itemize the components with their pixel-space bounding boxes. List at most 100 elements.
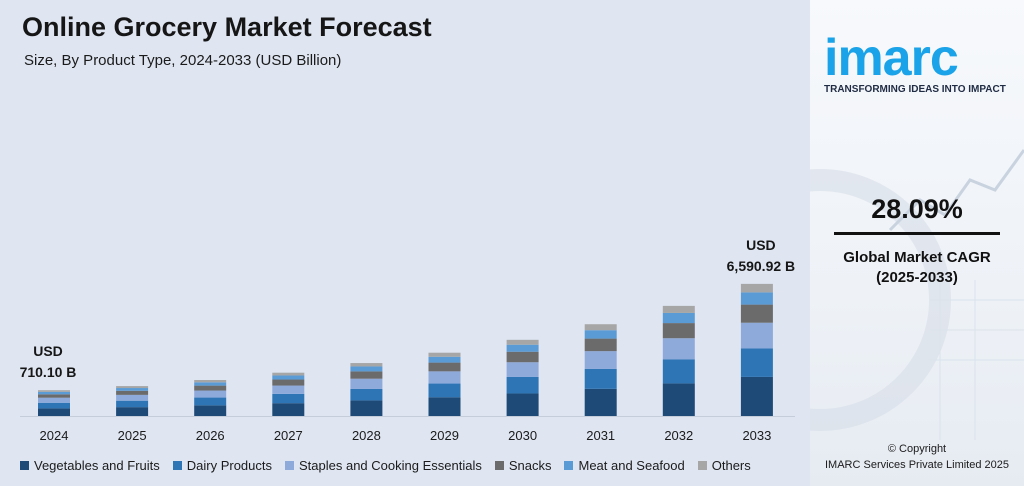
bar-segment	[740, 322, 773, 349]
bar-segment	[116, 390, 149, 395]
copyright-line2: IMARC Services Private Limited 2025	[824, 459, 1009, 471]
bar-segment	[584, 351, 617, 369]
imarc-logo: imarc TRANSFORMING IDEAS INTO IMPACT	[824, 29, 1014, 95]
cagr-value: 28.09%	[871, 194, 963, 224]
bar-segment	[38, 394, 70, 398]
legend-item: Others	[697, 458, 751, 473]
bar-segment	[740, 304, 773, 323]
x-tick-label: 2032	[664, 428, 693, 443]
bar-segment	[506, 339, 539, 345]
bar-segment	[272, 375, 305, 380]
background-graph-decoration	[810, 149, 1024, 440]
bar-segment	[272, 403, 305, 416]
bar-segment	[740, 292, 773, 305]
stacked-bar-chart: 2024 2025 2026 2027 2028 2029 2030 2031 2032 2033…	[20, 237, 796, 443]
bar-segment	[272, 379, 305, 386]
bar-segment	[428, 397, 461, 416]
legend-swatch	[172, 461, 182, 470]
bar-segment	[272, 372, 305, 376]
brand-panel: imarc TRANSFORMING IDEAS INTO IMPACT 28.…	[810, 0, 1024, 486]
bar-segment	[116, 388, 149, 391]
total-value-label: 6,590.92 B	[727, 258, 796, 274]
legend-item: Dairy Products	[172, 458, 272, 473]
bar-segment	[428, 383, 461, 398]
bar-segment	[428, 356, 461, 363]
bar-segment	[740, 376, 773, 416]
bar-segment	[584, 338, 617, 352]
bar-segment	[350, 400, 383, 416]
bar-segment	[662, 383, 695, 416]
logo-tagline: TRANSFORMING IDEAS INTO IMPACT	[824, 84, 1006, 95]
bar-segment	[116, 386, 149, 389]
bar-segment	[506, 393, 539, 416]
legend-item: Meat and Seafood	[564, 458, 685, 473]
bar-segment	[194, 390, 227, 398]
bar-segment	[194, 382, 227, 386]
bar-segment	[350, 378, 383, 389]
bar-segment	[506, 362, 539, 377]
bar-segment	[350, 363, 383, 367]
bar-segment	[194, 385, 227, 391]
x-tick-label: 2025	[118, 428, 147, 443]
bar-segment	[662, 323, 695, 339]
bar-segment	[428, 352, 461, 357]
x-tick-label: 2027	[274, 428, 303, 443]
bar-segment	[584, 368, 617, 389]
copyright-line1: © Copyright	[887, 443, 947, 455]
bar-segment	[350, 388, 383, 401]
bar-segment	[38, 390, 70, 392]
bar-segment	[272, 385, 305, 394]
bar-segment	[38, 402, 70, 409]
chart-panel: Online Grocery Market Forecast Size, By …	[0, 0, 810, 486]
cagr-label: Global Market CAGR (2025-2033)	[810, 248, 1024, 288]
chart-subtitle: Size, By Product Type, 2024-2033 (USD Bi…	[24, 52, 342, 69]
legend-label: Snacks	[508, 458, 552, 473]
x-tick-label: 2024	[40, 428, 69, 443]
total-value-label: 710.10 B	[20, 364, 77, 380]
legend-label: Staples and Cooking Essentials	[299, 458, 482, 473]
x-tick-label: 2028	[352, 428, 381, 443]
bar-segment	[38, 391, 70, 395]
logo-wordmark: imarc	[824, 29, 959, 87]
bar-segment	[584, 330, 617, 339]
cagr-label-line2: (2025-2033)	[876, 269, 958, 286]
legend-swatch	[697, 461, 707, 470]
bar-segment	[506, 344, 539, 352]
bar-segment	[116, 394, 149, 401]
legend-swatch	[494, 461, 504, 470]
legend-swatch	[20, 461, 29, 470]
legend-label: Vegetables and Fruits	[34, 458, 160, 473]
bar-segment	[350, 371, 383, 379]
bar-segment	[38, 408, 70, 416]
bar-segment	[662, 312, 695, 324]
legend-item: Staples and Cooking Essentials	[285, 458, 482, 473]
cagr-label-line1: Global Market CAGR	[843, 249, 991, 266]
bar-segment	[428, 362, 461, 372]
legend-label: Meat and Seafood	[578, 458, 685, 473]
bar-segment	[662, 305, 695, 313]
bar-segment	[506, 351, 539, 363]
bar-segment	[194, 405, 227, 416]
bar-segment	[584, 388, 617, 416]
bar-segment	[194, 397, 227, 406]
x-tick-label: 2031	[586, 428, 615, 443]
bar-segment	[740, 283, 773, 293]
chart-title: Online Grocery Market Forecast	[22, 12, 432, 42]
bar-segment	[116, 400, 149, 408]
legend-label: Others	[711, 458, 751, 473]
bar-segment	[350, 366, 383, 372]
bar-segment	[428, 371, 461, 384]
bar-segment	[194, 379, 227, 383]
legend-swatch	[285, 461, 294, 470]
legend-swatch	[564, 461, 574, 470]
total-value-label: USD	[746, 237, 776, 253]
cagr-divider	[834, 232, 1000, 235]
bar-segment	[506, 376, 539, 394]
legend-label: Dairy Products	[186, 458, 272, 473]
bar-segment	[584, 324, 617, 331]
bar-segment	[662, 359, 695, 384]
copyright: © Copyright IMARC Services Private Limit…	[810, 441, 1024, 473]
x-tick-label: 2029	[430, 428, 459, 443]
bar-segment	[116, 407, 149, 416]
